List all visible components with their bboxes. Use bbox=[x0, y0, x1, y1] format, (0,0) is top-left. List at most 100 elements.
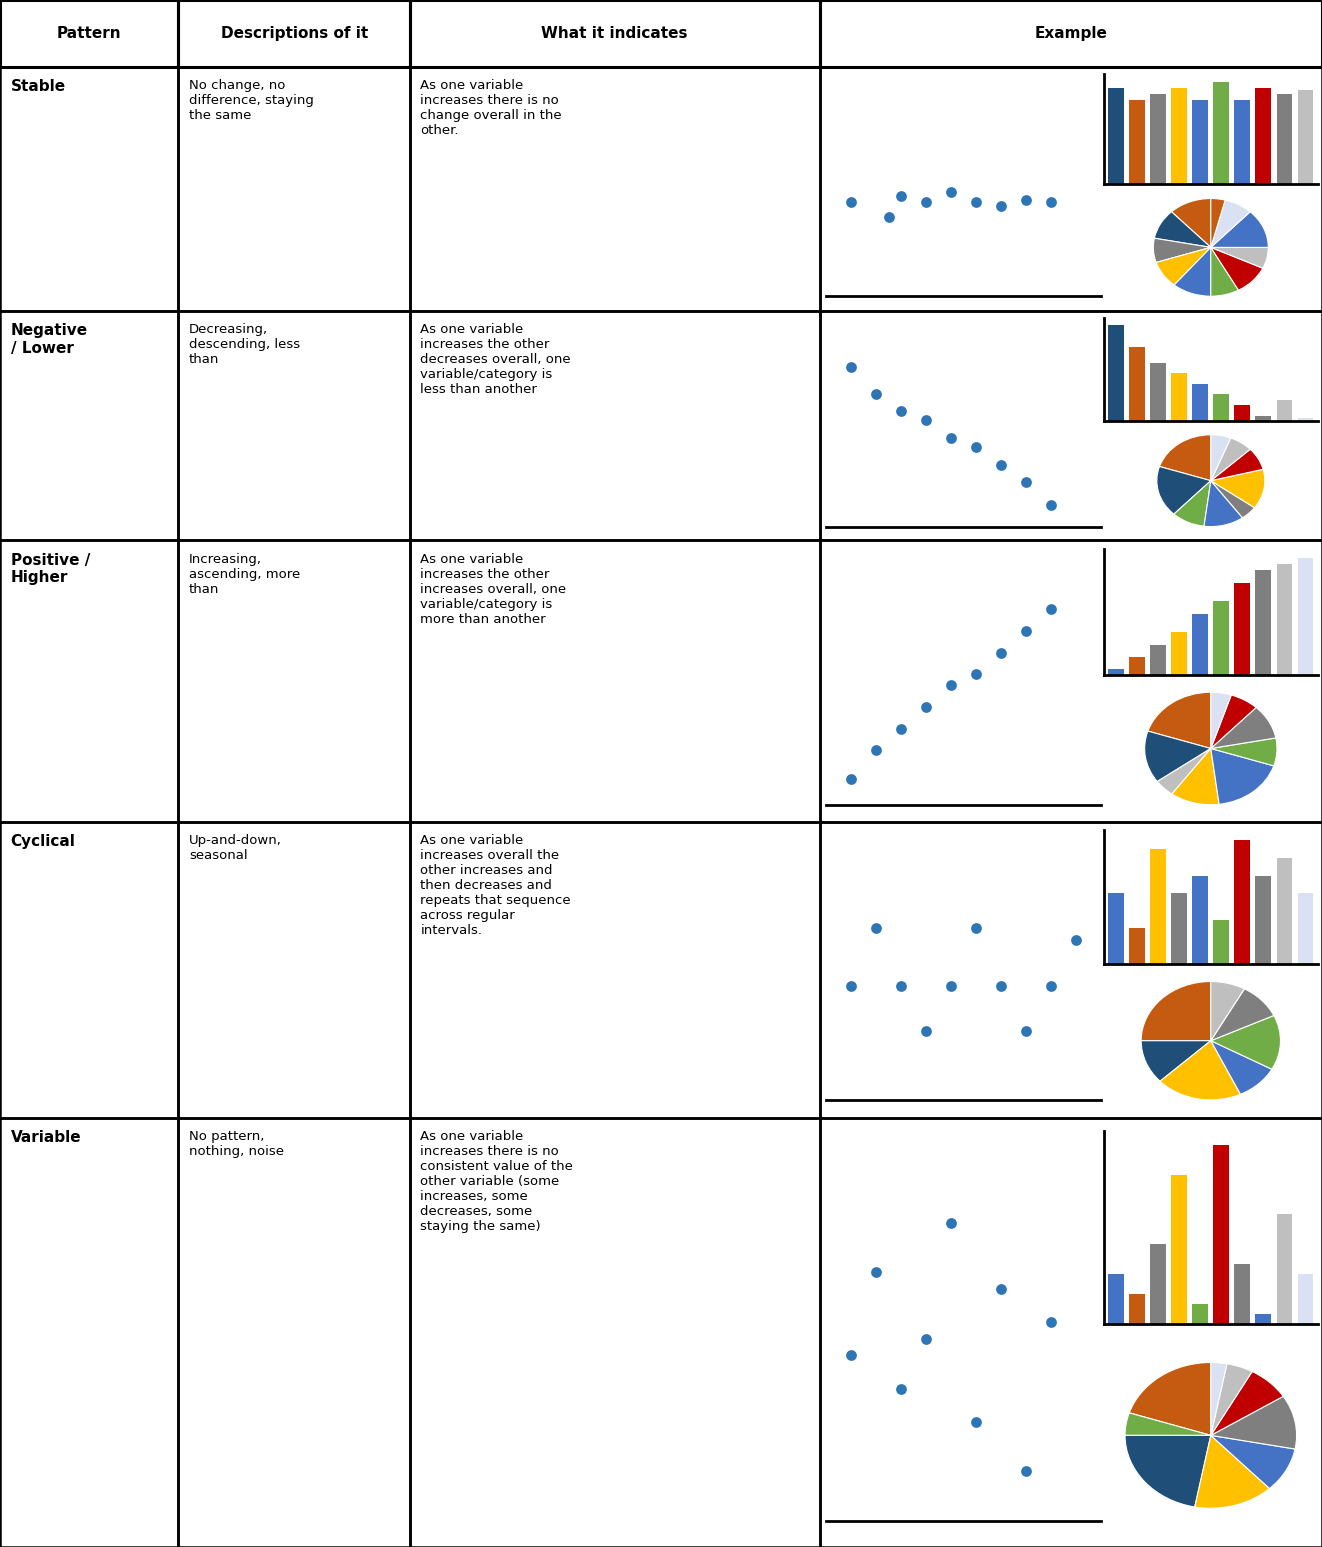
Bar bbox=[1235, 583, 1251, 676]
Bar bbox=[1192, 101, 1208, 184]
Bar bbox=[1108, 893, 1124, 964]
Point bbox=[1015, 1459, 1036, 1484]
Point bbox=[1015, 1019, 1036, 1044]
Wedge shape bbox=[1211, 1041, 1272, 1094]
Bar bbox=[1277, 399, 1293, 421]
Point bbox=[866, 738, 887, 763]
Wedge shape bbox=[1211, 200, 1251, 248]
Bar bbox=[1108, 325, 1124, 421]
Point bbox=[940, 973, 961, 998]
Point bbox=[916, 1019, 937, 1044]
Bar bbox=[1171, 1174, 1187, 1324]
Wedge shape bbox=[1211, 1364, 1252, 1436]
Wedge shape bbox=[1211, 1397, 1297, 1450]
Bar bbox=[1256, 88, 1272, 184]
Point bbox=[891, 716, 912, 741]
Bar bbox=[410, 821, 820, 1117]
Text: As one variable
increases there is no
consistent value of the
other variable (so: As one variable increases there is no co… bbox=[420, 1129, 574, 1233]
Text: As one variable
increases the other
increases overall, one
variable/category is
: As one variable increases the other incr… bbox=[420, 552, 567, 625]
Bar bbox=[0, 821, 178, 1117]
Wedge shape bbox=[1211, 695, 1256, 749]
Text: Negative
/ Lower: Negative / Lower bbox=[11, 323, 87, 356]
Point bbox=[940, 1210, 961, 1235]
Wedge shape bbox=[1159, 1041, 1240, 1100]
Text: Positive /
Higher: Positive / Higher bbox=[11, 552, 90, 585]
Bar bbox=[1129, 347, 1145, 421]
Point bbox=[841, 189, 862, 213]
Bar bbox=[1214, 602, 1229, 676]
Bar bbox=[820, 311, 1322, 540]
Bar bbox=[1277, 1214, 1293, 1324]
Bar bbox=[1214, 394, 1229, 421]
Wedge shape bbox=[1141, 981, 1211, 1041]
Bar bbox=[0, 540, 178, 821]
Bar bbox=[820, 1117, 1322, 1547]
Bar bbox=[1108, 88, 1124, 184]
Bar bbox=[1214, 1145, 1229, 1324]
Bar bbox=[1192, 1304, 1208, 1324]
Point bbox=[1040, 1310, 1062, 1335]
Point bbox=[1015, 619, 1036, 644]
Bar bbox=[1129, 928, 1145, 964]
Wedge shape bbox=[1211, 1015, 1281, 1069]
Bar bbox=[1277, 859, 1293, 964]
Point bbox=[1040, 973, 1062, 998]
Text: As one variable
increases the other
decreases overall, one
variable/category is
: As one variable increases the other decr… bbox=[420, 323, 571, 396]
Bar bbox=[1150, 645, 1166, 676]
Bar bbox=[1277, 565, 1293, 676]
Wedge shape bbox=[1211, 435, 1231, 481]
Point bbox=[916, 1326, 937, 1351]
Text: What it indicates: What it indicates bbox=[542, 26, 687, 40]
Wedge shape bbox=[1154, 212, 1211, 248]
Bar bbox=[178, 67, 410, 311]
Point bbox=[1040, 597, 1062, 622]
Point bbox=[916, 695, 937, 719]
Text: Decreasing,
descending, less
than: Decreasing, descending, less than bbox=[189, 323, 300, 367]
Wedge shape bbox=[1195, 1436, 1269, 1508]
Bar bbox=[1150, 849, 1166, 964]
Wedge shape bbox=[1211, 981, 1244, 1041]
Wedge shape bbox=[1171, 198, 1211, 248]
Text: Up-and-down,
seasonal: Up-and-down, seasonal bbox=[189, 834, 282, 862]
Bar bbox=[1192, 614, 1208, 676]
Wedge shape bbox=[1129, 1363, 1211, 1436]
Bar bbox=[410, 311, 820, 540]
Bar bbox=[1297, 558, 1313, 676]
Bar bbox=[410, 0, 820, 67]
Point bbox=[990, 973, 1011, 998]
Bar bbox=[1297, 90, 1313, 184]
Point bbox=[878, 204, 899, 229]
Bar bbox=[1171, 893, 1187, 964]
Wedge shape bbox=[1211, 1363, 1227, 1436]
Bar bbox=[1214, 919, 1229, 964]
Bar bbox=[178, 821, 410, 1117]
Bar bbox=[820, 540, 1322, 821]
Bar bbox=[1235, 840, 1251, 964]
Wedge shape bbox=[1211, 1372, 1284, 1436]
Text: Pattern: Pattern bbox=[57, 26, 122, 40]
Point bbox=[866, 1261, 887, 1286]
Bar bbox=[1235, 1264, 1251, 1324]
Wedge shape bbox=[1211, 707, 1276, 749]
Point bbox=[841, 354, 862, 379]
Wedge shape bbox=[1157, 749, 1211, 794]
Point bbox=[891, 399, 912, 424]
Wedge shape bbox=[1211, 989, 1274, 1041]
Bar bbox=[1297, 418, 1313, 421]
Wedge shape bbox=[1211, 692, 1231, 749]
Point bbox=[866, 916, 887, 941]
Wedge shape bbox=[1211, 1436, 1296, 1488]
Bar bbox=[410, 67, 820, 311]
Point bbox=[891, 973, 912, 998]
Wedge shape bbox=[1211, 481, 1255, 518]
Wedge shape bbox=[1157, 248, 1211, 285]
Point bbox=[940, 425, 961, 450]
Bar bbox=[1235, 101, 1251, 184]
Wedge shape bbox=[1211, 212, 1268, 248]
Bar bbox=[1235, 405, 1251, 421]
Bar bbox=[820, 67, 1322, 311]
Point bbox=[1015, 470, 1036, 495]
Point bbox=[891, 184, 912, 209]
Point bbox=[841, 766, 862, 791]
Point bbox=[965, 662, 986, 687]
